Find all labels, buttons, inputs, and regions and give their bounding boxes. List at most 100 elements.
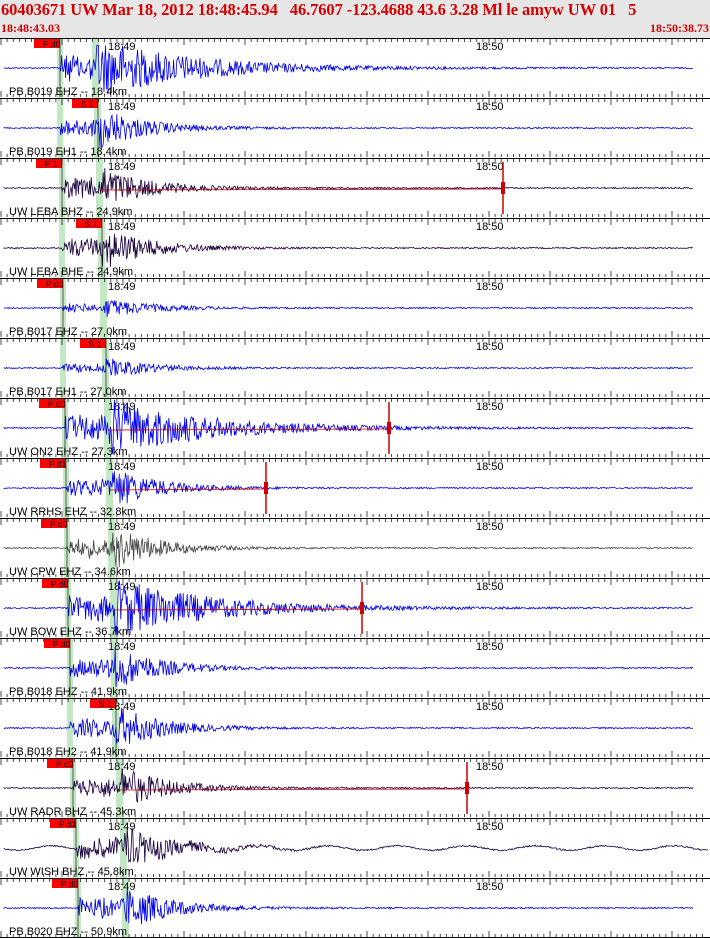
pick-flag-label: S 1 (89, 339, 102, 349)
waveform (3, 647, 694, 687)
trace-row: 18:49 18:50 P d0 UW CPW EHZ -- 34.6km (0, 518, 710, 578)
coda-end-box (465, 782, 469, 794)
waveform (3, 471, 693, 504)
station-label: UW BOW EHZ -- 36.7km (9, 626, 131, 638)
pick-flag[interactable] (72, 99, 98, 108)
pick-flag[interactable] (50, 819, 76, 828)
time-label-1849: 18:49 (108, 581, 136, 593)
pick-flag[interactable] (41, 519, 67, 528)
time-label-1849: 18:49 (108, 401, 136, 413)
station-label: PB B018 EH2 -- 41.9km (9, 746, 126, 758)
pick-flag-label: S 1 (99, 699, 112, 709)
waveform (3, 532, 693, 568)
waveform (3, 358, 693, 376)
time-ticks (0, 399, 703, 457)
pick-flag-label: P d0 (48, 399, 66, 409)
pick-flag[interactable] (90, 699, 116, 708)
trace-row: 18:49 18:50 P d0 PB B018 EHZ -- 41.9km (0, 638, 710, 698)
station-label: UW RRHS EHZ -- 32.8km (9, 506, 136, 518)
station-label: PB B019 EH1 -- 18.4km (9, 146, 126, 158)
station-label: UW WISH BHZ -- 45.8km (9, 866, 134, 878)
time-label-1849: 18:49 (108, 101, 136, 113)
pick-flag-label: P d1 (59, 819, 77, 829)
pick-flag[interactable] (36, 159, 62, 168)
coda-line (109, 488, 267, 491)
time-label-1850: 18:50 (476, 401, 504, 413)
pick-flag-label: P d0 (56, 759, 74, 769)
time-ticks (0, 879, 703, 937)
pick-flag[interactable] (52, 879, 78, 888)
s-pick-band (122, 878, 129, 938)
time-label-1849: 18:49 (108, 281, 136, 293)
pick-flag-label: S 1 (85, 219, 98, 229)
pick-flag-label: S 1 (81, 99, 94, 109)
pick-flag-label: P d0 (53, 639, 71, 649)
time-label-1850: 18:50 (476, 101, 504, 113)
station-label: PB B017 EHZ -- 27.0km (9, 326, 127, 338)
waveform (3, 300, 694, 317)
time-label-1850: 18:50 (476, 161, 504, 173)
trace-row: 18:49 18:50 P d0 PB B017 EHZ -- 27.0km (0, 278, 710, 338)
time-label-1850: 18:50 (476, 641, 504, 653)
pick-flag[interactable] (47, 759, 73, 768)
waveform (3, 44, 693, 95)
station-label: PB B018 EHZ -- 41.9km (9, 686, 127, 698)
pick-flag[interactable] (76, 219, 102, 228)
time-label-1849: 18:49 (108, 161, 136, 173)
s-pick-band (104, 398, 111, 458)
time-label-1850: 18:50 (476, 581, 504, 593)
pick-flag[interactable] (42, 579, 68, 588)
pick-flag[interactable] (44, 639, 70, 648)
pick-flag-label: P d0 (46, 279, 64, 289)
time-label-1850: 18:50 (476, 761, 504, 773)
time-ticks (0, 99, 703, 157)
time-ticks (0, 579, 703, 637)
p-pick-band (67, 698, 73, 758)
time-ticks (0, 159, 703, 217)
time-label-1849: 18:49 (108, 461, 136, 473)
event-title: 60403671 UW Mar 18, 2012 18:48:45.94 46.… (1, 0, 637, 19)
s-pick-band (110, 578, 117, 638)
waveform (3, 399, 693, 455)
time-ticks (0, 219, 703, 277)
pick-flag[interactable] (80, 339, 106, 348)
pick-flag-label: P d1 (49, 459, 67, 469)
waveform (3, 889, 694, 925)
pick-flag-label: P d0 (61, 879, 79, 889)
coda-end-box (264, 482, 268, 494)
time-label-1850: 18:50 (476, 821, 504, 833)
waveform (3, 113, 693, 150)
trace-row: 18:49 18:50 S 1 UW LEBA BHE -- 24.9km (0, 218, 710, 278)
station-label: UW CPW EHZ -- 34.6km (9, 566, 131, 578)
station-label: UW RADR BHZ -- 45.3km (9, 806, 136, 818)
station-label: PB B017 EH1 -- 27.0km (9, 386, 126, 398)
p-pick-band (59, 218, 65, 278)
time-label-1849: 18:49 (108, 341, 136, 353)
pick-flag[interactable] (34, 39, 60, 48)
time-ticks (0, 519, 703, 577)
time-label-1849: 18:49 (108, 881, 136, 893)
waveform (3, 828, 709, 863)
time-label-1849: 18:49 (108, 761, 136, 773)
time-label-1850: 18:50 (476, 281, 504, 293)
trace-row: 18:49 18:50 P d1 UW WISH BHZ -- 45.8km (0, 818, 710, 878)
time-ticks (0, 759, 703, 817)
time-label-1850: 18:50 (476, 221, 504, 233)
pick-flag[interactable] (37, 279, 63, 288)
station-label: PB B020 EHZ -- 50.9km (9, 926, 127, 938)
coda-line (119, 788, 468, 791)
trace-row: 18:49 18:50 S 1 PB B019 EH1 -- 18.4km (0, 98, 710, 158)
trace-row: 18:49 18:50 P d0 UW RADR BHZ -- 45.3km (0, 758, 710, 818)
time-ticks (0, 279, 703, 337)
trace-row: 18:49 18:50 P d0 UW BOW EHZ -- 36.7km (0, 578, 710, 638)
start-time: 18:48:43.03 (1, 21, 60, 35)
waveform (3, 707, 693, 745)
time-label-1849: 18:49 (108, 821, 136, 833)
pick-flag[interactable] (40, 459, 66, 468)
time-ticks (0, 339, 703, 397)
trace-row: 18:49 18:50 P 1 UW LEBA BHZ -- 24.9km (0, 158, 710, 218)
waveform (3, 233, 693, 267)
pick-flag[interactable] (39, 399, 65, 408)
time-ticks (0, 639, 703, 697)
header-bar: 60403671 UW Mar 18, 2012 18:48:45.94 46.… (0, 0, 710, 38)
